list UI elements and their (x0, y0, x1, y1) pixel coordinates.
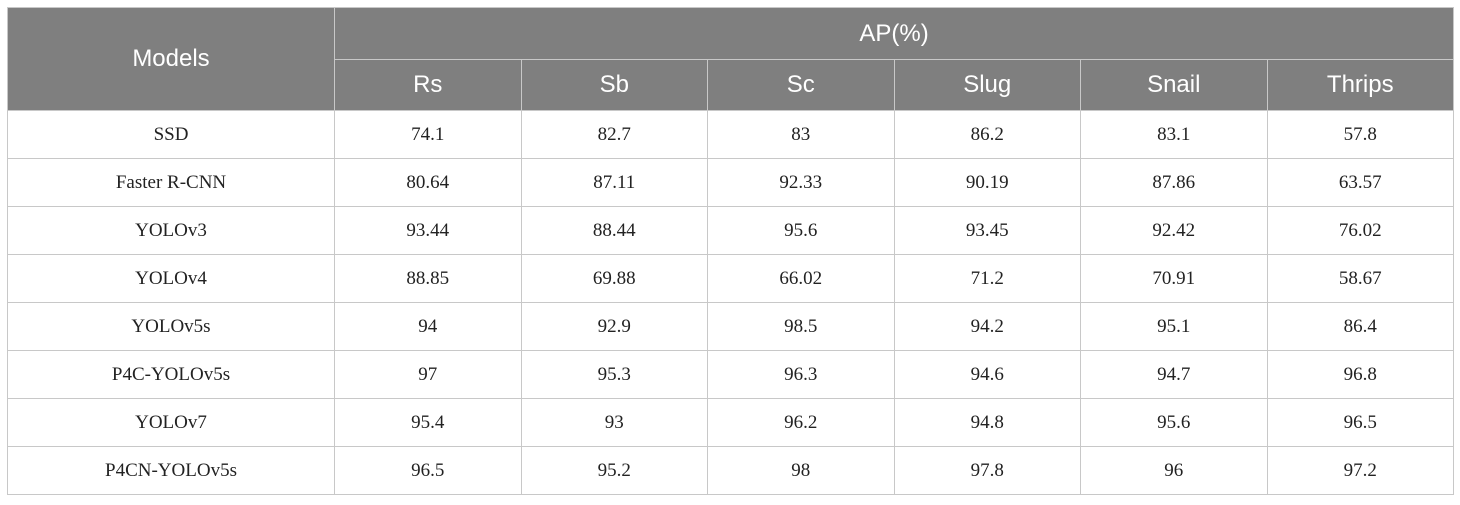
model-name-cell: SSD (7, 110, 335, 159)
value-cell: 93.45 (893, 206, 1081, 255)
value-cell: 87.11 (520, 158, 708, 207)
value-cell: 94 (334, 302, 522, 351)
table-body: SSD 74.1 82.7 83 86.2 83.1 57.8 Faster R… (7, 110, 1455, 495)
value-cell: 66.02 (707, 254, 895, 303)
value-cell: 80.64 (334, 158, 522, 207)
value-cell: 92.33 (707, 158, 895, 207)
column-header-slug: Slug (893, 59, 1081, 111)
model-name-cell: YOLOv7 (7, 398, 335, 447)
value-cell: 98.5 (707, 302, 895, 351)
value-cell: 76.02 (1266, 206, 1455, 255)
value-cell: 96.3 (707, 350, 895, 399)
value-cell: 87.86 (1080, 158, 1268, 207)
value-cell: 94.7 (1080, 350, 1268, 399)
value-cell: 96.8 (1266, 350, 1455, 399)
value-cell: 90.19 (893, 158, 1081, 207)
value-cell: 95.6 (707, 206, 895, 255)
value-cell: 88.85 (334, 254, 522, 303)
value-cell: 93 (520, 398, 708, 447)
table-row: P4CN-YOLOv5s 96.5 95.2 98 97.8 96 97.2 (7, 446, 1455, 495)
value-cell: 69.88 (520, 254, 708, 303)
value-cell: 74.1 (334, 110, 522, 159)
value-cell: 97 (334, 350, 522, 399)
column-header-sb: Sb (520, 59, 708, 111)
header-row-columns: Rs Sb Sc Slug Snail Thrips (8, 59, 1455, 111)
table-row: YOLOv3 93.44 88.44 95.6 93.45 92.42 76.0… (7, 206, 1455, 255)
value-cell: 63.57 (1266, 158, 1455, 207)
value-cell: 86.4 (1266, 302, 1455, 351)
value-cell: 57.8 (1266, 110, 1455, 159)
value-cell: 94.6 (893, 350, 1081, 399)
value-cell: 95.3 (520, 350, 708, 399)
value-cell: 92.9 (520, 302, 708, 351)
value-cell: 58.67 (1266, 254, 1455, 303)
value-cell: 88.44 (520, 206, 708, 255)
value-cell: 97.8 (893, 446, 1081, 495)
value-cell: 95.6 (1080, 398, 1268, 447)
column-header-thrips: Thrips (1266, 59, 1455, 111)
column-header-snail: Snail (1080, 59, 1268, 111)
value-cell: 95.1 (1080, 302, 1268, 351)
model-name-cell: P4CN-YOLOv5s (7, 446, 335, 495)
value-cell: 96.5 (1266, 398, 1455, 447)
value-cell: 95.4 (334, 398, 522, 447)
table-row: P4C-YOLOv5s 97 95.3 96.3 94.6 94.7 96.8 (7, 350, 1455, 399)
model-name-cell: YOLOv3 (7, 206, 335, 255)
model-name-cell: P4C-YOLOv5s (7, 350, 335, 399)
table-row: Faster R-CNN 80.64 87.11 92.33 90.19 87.… (7, 158, 1455, 207)
value-cell: 93.44 (334, 206, 522, 255)
value-cell: 70.91 (1080, 254, 1268, 303)
value-cell: 98 (707, 446, 895, 495)
table-row: YOLOv7 95.4 93 96.2 94.8 95.6 96.5 (7, 398, 1455, 447)
value-cell: 96 (1080, 446, 1268, 495)
value-cell: 94.8 (893, 398, 1081, 447)
value-cell: 71.2 (893, 254, 1081, 303)
value-cell: 95.2 (520, 446, 708, 495)
column-header-sc: Sc (707, 59, 895, 111)
value-cell: 83.1 (1080, 110, 1268, 159)
column-header-rs: Rs (334, 59, 522, 111)
header-row-group: Models AP(%) (7, 7, 1455, 111)
table-row: YOLOv5s 94 92.9 98.5 94.2 95.1 86.4 (7, 302, 1455, 351)
model-name-cell: YOLOv5s (7, 302, 335, 351)
model-name-cell: Faster R-CNN (7, 158, 335, 207)
value-cell: 86.2 (893, 110, 1081, 159)
table-row: YOLOv4 88.85 69.88 66.02 71.2 70.91 58.6… (7, 254, 1455, 303)
ap-results-table: Models AP(%) Rs Sb Sc Slug Snail Thrips … (7, 7, 1455, 495)
value-cell: 83 (707, 110, 895, 159)
value-cell: 94.2 (893, 302, 1081, 351)
ap-group-header: AP(%) (333, 7, 1455, 60)
model-name-cell: YOLOv4 (7, 254, 335, 303)
table-header: Models AP(%) Rs Sb Sc Slug Snail Thrips (7, 7, 1455, 111)
value-cell: 97.2 (1266, 446, 1455, 495)
table-row: SSD 74.1 82.7 83 86.2 83.1 57.8 (7, 110, 1455, 159)
value-cell: 92.42 (1080, 206, 1268, 255)
value-cell: 96.2 (707, 398, 895, 447)
value-cell: 82.7 (520, 110, 708, 159)
value-cell: 96.5 (334, 446, 522, 495)
models-column-header: Models (7, 7, 335, 111)
